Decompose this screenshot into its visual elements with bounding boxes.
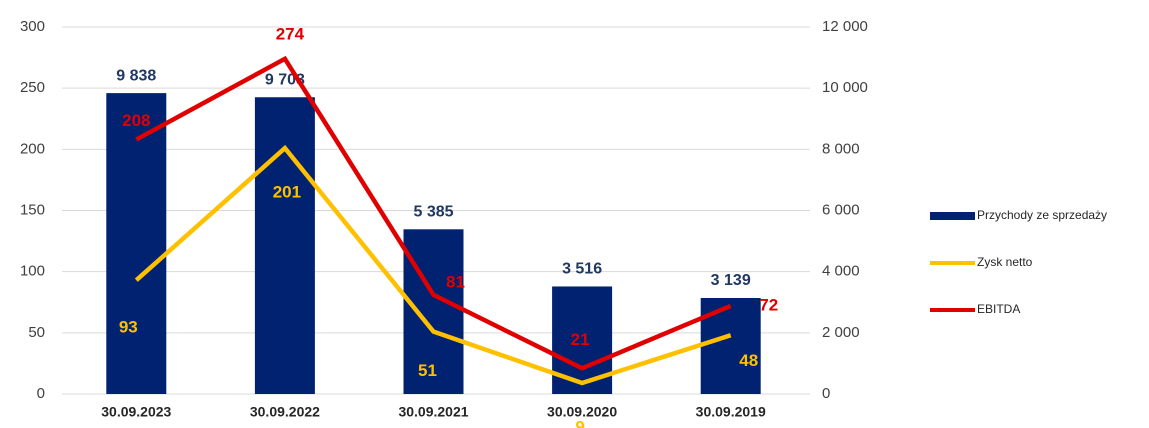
x-tick-label: 30.09.2020	[547, 404, 617, 420]
data-label: 274	[276, 24, 305, 43]
line	[134, 144, 732, 386]
bar-label: 3 516	[562, 261, 602, 278]
y-tick-label: 250	[20, 79, 45, 96]
bar	[403, 229, 464, 394]
line	[135, 55, 732, 371]
y2-tick-label: 0	[822, 385, 830, 402]
legend-label: Zysk netto	[977, 255, 1033, 269]
bar-label: 5 385	[413, 204, 453, 221]
x-tick-label: 30.09.2023	[101, 404, 171, 420]
bar	[254, 97, 315, 395]
y-tick-label: 150	[20, 201, 45, 218]
y2-tick-label: 2 000	[822, 324, 860, 341]
y2-tick-label: 6 000	[822, 201, 860, 218]
bar-label: 9 838	[116, 67, 156, 84]
legend-swatch	[930, 212, 975, 220]
data-label: 48	[739, 351, 758, 370]
y-tick-label: 300	[20, 18, 45, 35]
data-label: 201	[273, 183, 301, 202]
y2-tick-label: 8 000	[822, 140, 860, 157]
legend-label: Przychody ze sprzedaży	[977, 208, 1107, 222]
x-tick-label: 30.09.2019	[696, 404, 766, 420]
data-label: 208	[122, 111, 150, 130]
y2-tick-label: 10 000	[822, 79, 868, 96]
data-label: 9	[575, 417, 584, 428]
data-label: 51	[418, 361, 437, 380]
data-label: 81	[446, 272, 465, 291]
x-tick-label: 30.09.2022	[250, 404, 320, 420]
x-tick-label: 30.09.2021	[398, 404, 468, 420]
y2-tick-label: 12 000	[822, 18, 868, 35]
y-tick-label: 0	[37, 385, 45, 402]
data-label: 93	[119, 318, 138, 337]
data-label: 72	[759, 295, 778, 314]
y-tick-label: 200	[20, 140, 45, 157]
y2-tick-label: 4 000	[822, 263, 860, 280]
y-tick-label: 50	[28, 324, 45, 341]
bar	[106, 93, 167, 395]
legend-label: EBITDA	[977, 302, 1020, 316]
data-label: 21	[571, 330, 590, 349]
bar-label: 3 139	[711, 272, 751, 289]
y-tick-label: 100	[20, 263, 45, 280]
